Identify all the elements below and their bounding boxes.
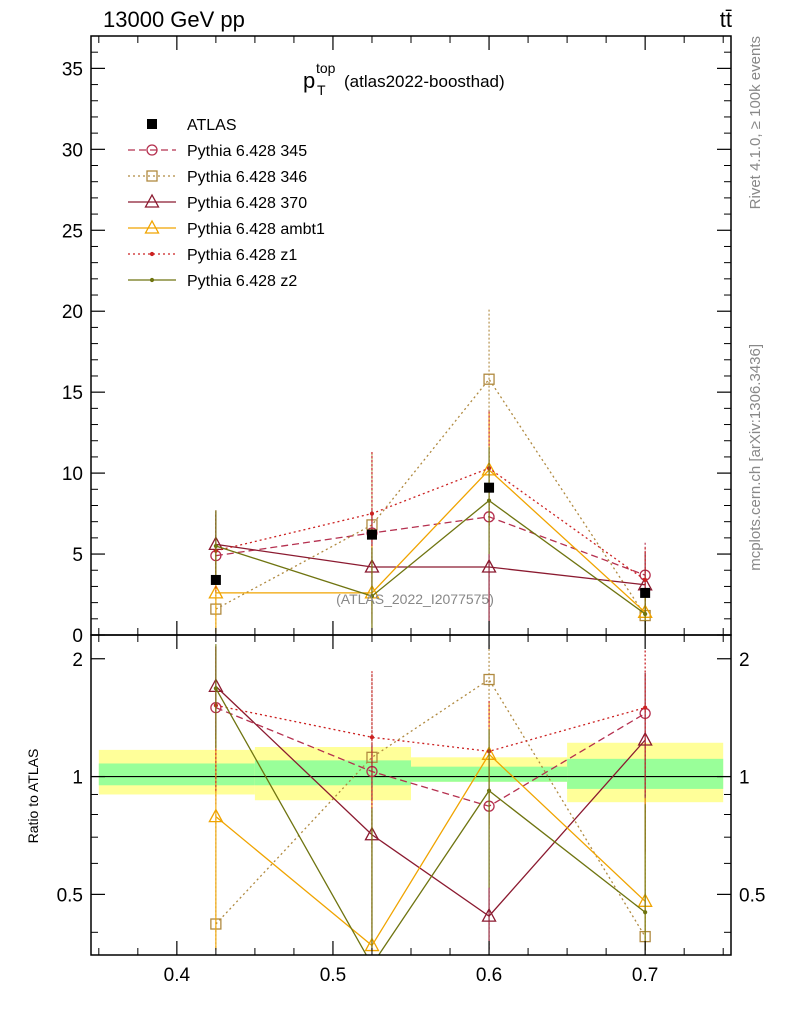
ratio-point-pythia-6-428-z2-3 [643, 910, 648, 915]
xtick-label-0.7: 0.7 [632, 965, 658, 986]
top-ytick-label-15: 15 [62, 383, 83, 404]
point-pythia-6-428-ambt1-0 [208, 584, 224, 599]
ratio-point-pythia-6-428-346-2 [483, 673, 495, 686]
point-pythia-6-428-370-2 [481, 558, 497, 573]
legend-label-pythia-6-428-346: Pythia 6.428 346 [187, 169, 307, 186]
ratio-ytick-label-right-2: 2 [739, 650, 750, 671]
point-pythia-6-428-z2-3 [643, 611, 648, 617]
ratio-ytick-label-right-1: 1 [739, 768, 750, 789]
analysis-watermark: (ATLAS_2022_I2077575) [336, 591, 494, 607]
legend-label-pythia-6-428-z2: Pythia 6.428 z2 [187, 273, 297, 290]
series-line-pythia-6-428-ambt1 [215, 468, 646, 613]
top-ytick-label-20: 20 [62, 302, 83, 323]
legend-label-pythia-6-428-ambt1: Pythia 6.428 ambt1 [187, 221, 325, 238]
xtick-label-0.4: 0.4 [164, 965, 191, 986]
top-series-layer [208, 309, 653, 635]
series-line-pythia-6-428-370 [215, 543, 646, 586]
legend-marker-atlas [147, 119, 157, 129]
series-line-pythia-6-428-z1 [215, 467, 646, 581]
ratio-point-pythia-6-428-370-3 [637, 731, 653, 746]
point-pythia-6-428-z2-2 [486, 498, 492, 503]
ratio-point-pythia-6-428-370-2 [481, 907, 497, 922]
ratio-ytick-label-0.5: 0.5 [57, 885, 83, 906]
point-pythia-6-428-z1-3 [643, 577, 648, 583]
legend-marker-pythia-6-428-370 [144, 193, 160, 208]
ratio-ytick-label-2: 2 [72, 650, 83, 671]
process-label: tt̄ [720, 7, 732, 32]
ratio-point-pythia-6-428-ambt1-0 [208, 808, 224, 823]
legend-label-atlas: ATLAS [187, 117, 237, 134]
top-ytick-label-25: 25 [62, 221, 83, 242]
ratio-point-pythia-6-428-z2-1 [370, 963, 373, 966]
atlas-point-3 [640, 587, 651, 598]
top-ytick-label-0: 0 [72, 626, 83, 647]
atlas-point-0 [210, 574, 221, 585]
mcplots-label: mcplots.cern.ch [arXiv:1306.3436] [747, 344, 764, 571]
axes: 0 5 10 15 20 25 30 35 0.5 0.5 1 1 2 2 0.4 0.5 0.6 0.7 [57, 36, 765, 986]
ratio-line-pythia-6-428-z2 [215, 688, 646, 955]
top-ytick-label-10: 10 [62, 464, 83, 485]
ratio-point-pythia-6-428-z2-0 [213, 686, 218, 691]
legend-marker-pythia-6-428-346 [146, 170, 158, 182]
top-ytick-label-35: 35 [62, 59, 83, 80]
ratio-line-pythia-6-428-ambt1 [215, 753, 646, 947]
ratio-axis-label: Ratio to ATLAS [25, 749, 41, 844]
series-line-pythia-6-428-346 [215, 378, 646, 616]
band-inner-1 [254, 760, 411, 786]
legend-marker-pythia-6-428-z2 [149, 277, 155, 283]
plot-title-suffix: (atlas2022-boosthad) [344, 72, 505, 91]
point-pythia-6-428-z1-1 [369, 511, 375, 516]
atlas-point-2 [484, 482, 495, 493]
top-ytick-label-30: 30 [62, 140, 83, 161]
legend-marker-pythia-6-428-z1 [149, 251, 155, 257]
ratio-point-pythia-6-428-z1-3 [643, 705, 648, 710]
legend: ATLAS Pythia 6.428 345 Pythia 6.428 346 Pyt… [128, 117, 325, 290]
xtick-label-0.5: 0.5 [320, 965, 346, 986]
xtick-label-0.6: 0.6 [476, 965, 502, 986]
top-ytick-label-5: 5 [72, 545, 83, 566]
legend-marker-pythia-6-428-ambt1 [144, 219, 160, 234]
rivet-version-label: Rivet 4.1.0, ≥ 100k events [747, 36, 764, 209]
energy-label: 13000 GeV pp [103, 7, 245, 32]
band-inner-0 [98, 763, 255, 786]
ratio-point-pythia-6-428-z1-1 [369, 735, 375, 740]
point-pythia-6-428-346-2 [483, 373, 495, 385]
ratio-ytick-label-right-0.5: 0.5 [739, 885, 765, 906]
legend-label-pythia-6-428-370: Pythia 6.428 370 [187, 195, 307, 212]
plot-title-sub: T [317, 82, 326, 98]
legend-label-pythia-6-428-z1: Pythia 6.428 z1 [187, 247, 297, 264]
ratio-ytick-label-1: 1 [72, 768, 83, 789]
legend-label-pythia-6-428-345: Pythia 6.428 345 [187, 143, 307, 160]
plot-title-p: p [303, 68, 315, 93]
series-line-pythia-6-428-z2 [215, 499, 646, 615]
atlas-point-1 [366, 529, 377, 540]
legend-marker-pythia-6-428-345 [146, 144, 158, 156]
point-pythia-6-428-z2-1 [369, 594, 375, 599]
ratio-point-pythia-6-428-z2-2 [486, 788, 492, 793]
series-line-pythia-6-428-345 [215, 516, 646, 576]
plot-title-sup: top [316, 60, 336, 76]
ratio-series-layer [208, 644, 653, 966]
point-pythia-6-428-z2-0 [213, 543, 218, 549]
